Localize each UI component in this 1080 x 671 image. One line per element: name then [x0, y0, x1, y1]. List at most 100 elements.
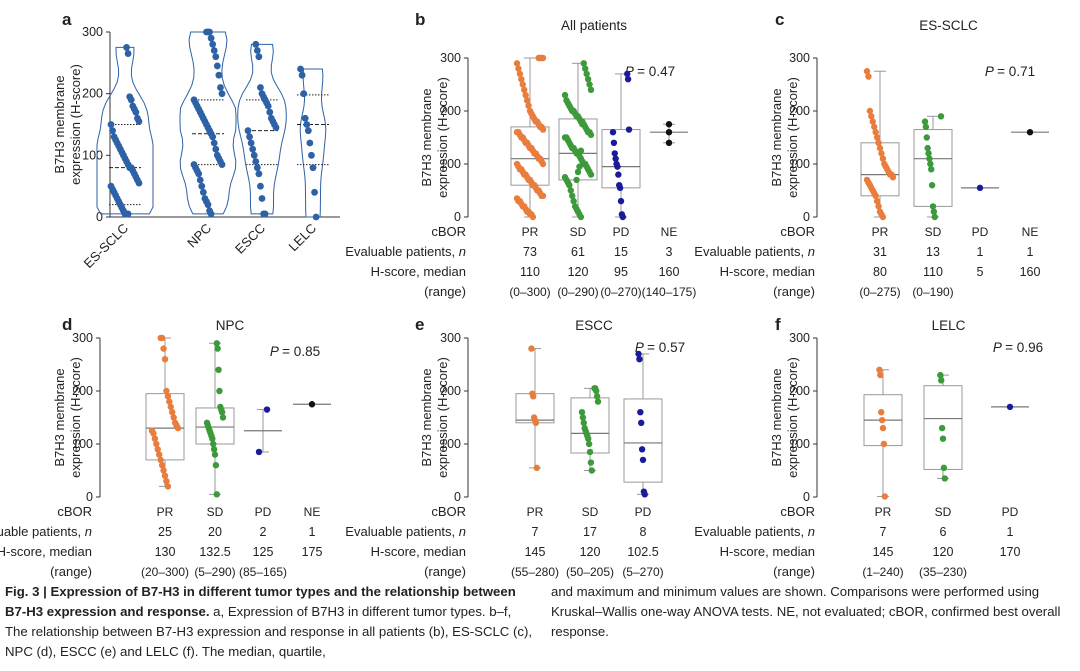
panel-b-PD-point [624, 76, 632, 83]
panel-c-SD-point [924, 144, 931, 152]
panel-d-PR-median: 130 [155, 545, 176, 559]
panel-b-PR-point [521, 86, 528, 94]
violin-ES-SCLC-point [107, 182, 115, 190]
panel-c-row-label-n: Evaluable patients, n [694, 244, 815, 259]
panel-c-SD-point [927, 160, 934, 168]
panel-d-ytick-label: 0 [86, 490, 93, 504]
violin-ESCC-point [247, 139, 255, 147]
panel-e-PR-point [528, 345, 535, 352]
panel-b-PD-point [624, 70, 631, 78]
panel-f-PR-point [876, 366, 883, 373]
panel-e-p-value: P = 0.57 [635, 340, 685, 355]
panel-b-SD-cbor: SD [570, 225, 587, 239]
panel-e-PR-cbor: PR [527, 505, 544, 519]
panel-d-PR-point [163, 387, 170, 395]
panel-b-PR-range: (0–300) [509, 285, 550, 299]
panel-d-PR-point [169, 409, 176, 416]
panel-e-ytick-label: 100 [440, 437, 461, 451]
panel-e-row-label-range: (range) [424, 564, 466, 579]
panel-d-SD-point [213, 491, 220, 498]
violin-ES-SCLC-point [109, 127, 116, 135]
panel-f-PR-n: 7 [880, 525, 887, 539]
panel-e-SD-cbor: SD [582, 505, 599, 519]
violin-LELC-point [306, 139, 314, 147]
panel-c-SD-point [923, 134, 930, 141]
panel-f-SD-range: (35–230) [919, 565, 967, 579]
violin-LELC-point [297, 65, 304, 73]
panel-c-PR-cbor: PR [872, 225, 889, 239]
panel-b-PR-point [522, 91, 529, 99]
panel-b-SD-point [587, 86, 595, 94]
panel-d-NE-cbor: NE [304, 505, 321, 519]
panel-d-NE-point [308, 401, 316, 408]
panel-b-ylabel-line2: expression (H-score) [435, 77, 450, 198]
panel-d-ylabel-line1: B7H3 membrane [52, 368, 67, 466]
panel-c-PR-point [871, 123, 878, 131]
panel-e-PD-point [636, 356, 643, 363]
panel-c-p-value: P = 0.71 [985, 64, 1035, 79]
panel-b-PR-point [523, 97, 531, 104]
violin-NPC-point [199, 188, 207, 196]
violin-ES-SCLC-point [124, 50, 132, 57]
panel-d-SD-median: 132.5 [199, 545, 230, 559]
panel-d-SD-point [211, 451, 219, 458]
violin-NPC-point [209, 40, 217, 48]
panel-c-SD-point [926, 155, 933, 162]
panel-f-PD-n: 1 [1007, 525, 1014, 539]
violin-ESCC-point [255, 170, 263, 178]
violin-LELC-label: LELC [286, 221, 320, 255]
panel-d-PD-n: 2 [260, 525, 267, 539]
panel-c-PR-point [881, 160, 888, 168]
panel-d-SD-cbor: SD [207, 505, 224, 519]
panel-c-PD-median: 5 [977, 265, 984, 279]
panel-d-PR-point [171, 419, 179, 426]
violin-LELC-point [311, 188, 318, 196]
panel-b-PD-n: 15 [614, 245, 628, 259]
violin-LELC-point [298, 71, 306, 79]
violin-LELC-point [309, 164, 317, 172]
panel-b-row-label-cbor: cBOR [431, 224, 466, 239]
panel-b-PD-point [611, 150, 618, 157]
panel-d-PR-point [164, 393, 172, 400]
panel-c-ylabel-line1: B7H3 membrane [769, 88, 784, 186]
panel-b-NE-cbor: NE [661, 225, 678, 239]
panel-b-PR-point [513, 195, 521, 202]
violin-LELC-point [301, 114, 309, 122]
violin-ESCC [237, 43, 287, 215]
panel-c-PD-n: 1 [977, 245, 984, 259]
panel-e-SD-point [579, 414, 587, 421]
panel-d-row-label-n: Evaluable patients, n [0, 524, 92, 539]
panel-c-SD-cbor: SD [925, 225, 942, 239]
panel-f-SD-cbor: SD [935, 505, 952, 519]
violin-ES-SCLC [96, 46, 154, 215]
panel-b-ytick-label: 200 [440, 104, 461, 118]
panel-c-NE-median: 160 [1020, 265, 1041, 279]
panel-a-ylabel-line2: expression (H-score) [68, 64, 83, 185]
panel-a-ytick-label: 200 [82, 87, 103, 101]
panel-e-PD-point [638, 446, 646, 453]
panel-b-SD-point [561, 174, 569, 181]
panel-b-SD-point [579, 121, 586, 128]
panel-c-PR-n: 31 [873, 245, 887, 259]
violin-ES-SCLC-point [107, 121, 115, 128]
panel-d-row-label-cbor: cBOR [57, 504, 92, 519]
panel-c-SD-point [925, 150, 932, 157]
panel-b-SD-point [576, 163, 583, 170]
panel-e-PD-point [637, 409, 644, 416]
panel-e-SD-n: 17 [583, 525, 597, 539]
panel-d-ylabel-line2: expression (H-score) [68, 357, 83, 478]
violin-NPC-point [215, 71, 223, 79]
violin-ESCC-point [244, 127, 252, 135]
panel-b-ytick-label: 300 [440, 51, 461, 65]
violin-ESCC-point [267, 114, 275, 122]
panel-d-SD-point [216, 387, 223, 395]
panel-b-PD-cbor: PD [613, 225, 630, 239]
panel-b-SD-point [582, 65, 589, 72]
panel-b-SD-point [573, 176, 580, 184]
panel-b-SD-point [574, 168, 582, 176]
violin-ESCC-point [250, 151, 258, 159]
panel-b-title: All patients [561, 18, 627, 33]
violin-NPC-point [196, 176, 204, 184]
panel-e-PD-n: 8 [640, 525, 647, 539]
panel-c-PD-cbor: PD [972, 225, 989, 239]
